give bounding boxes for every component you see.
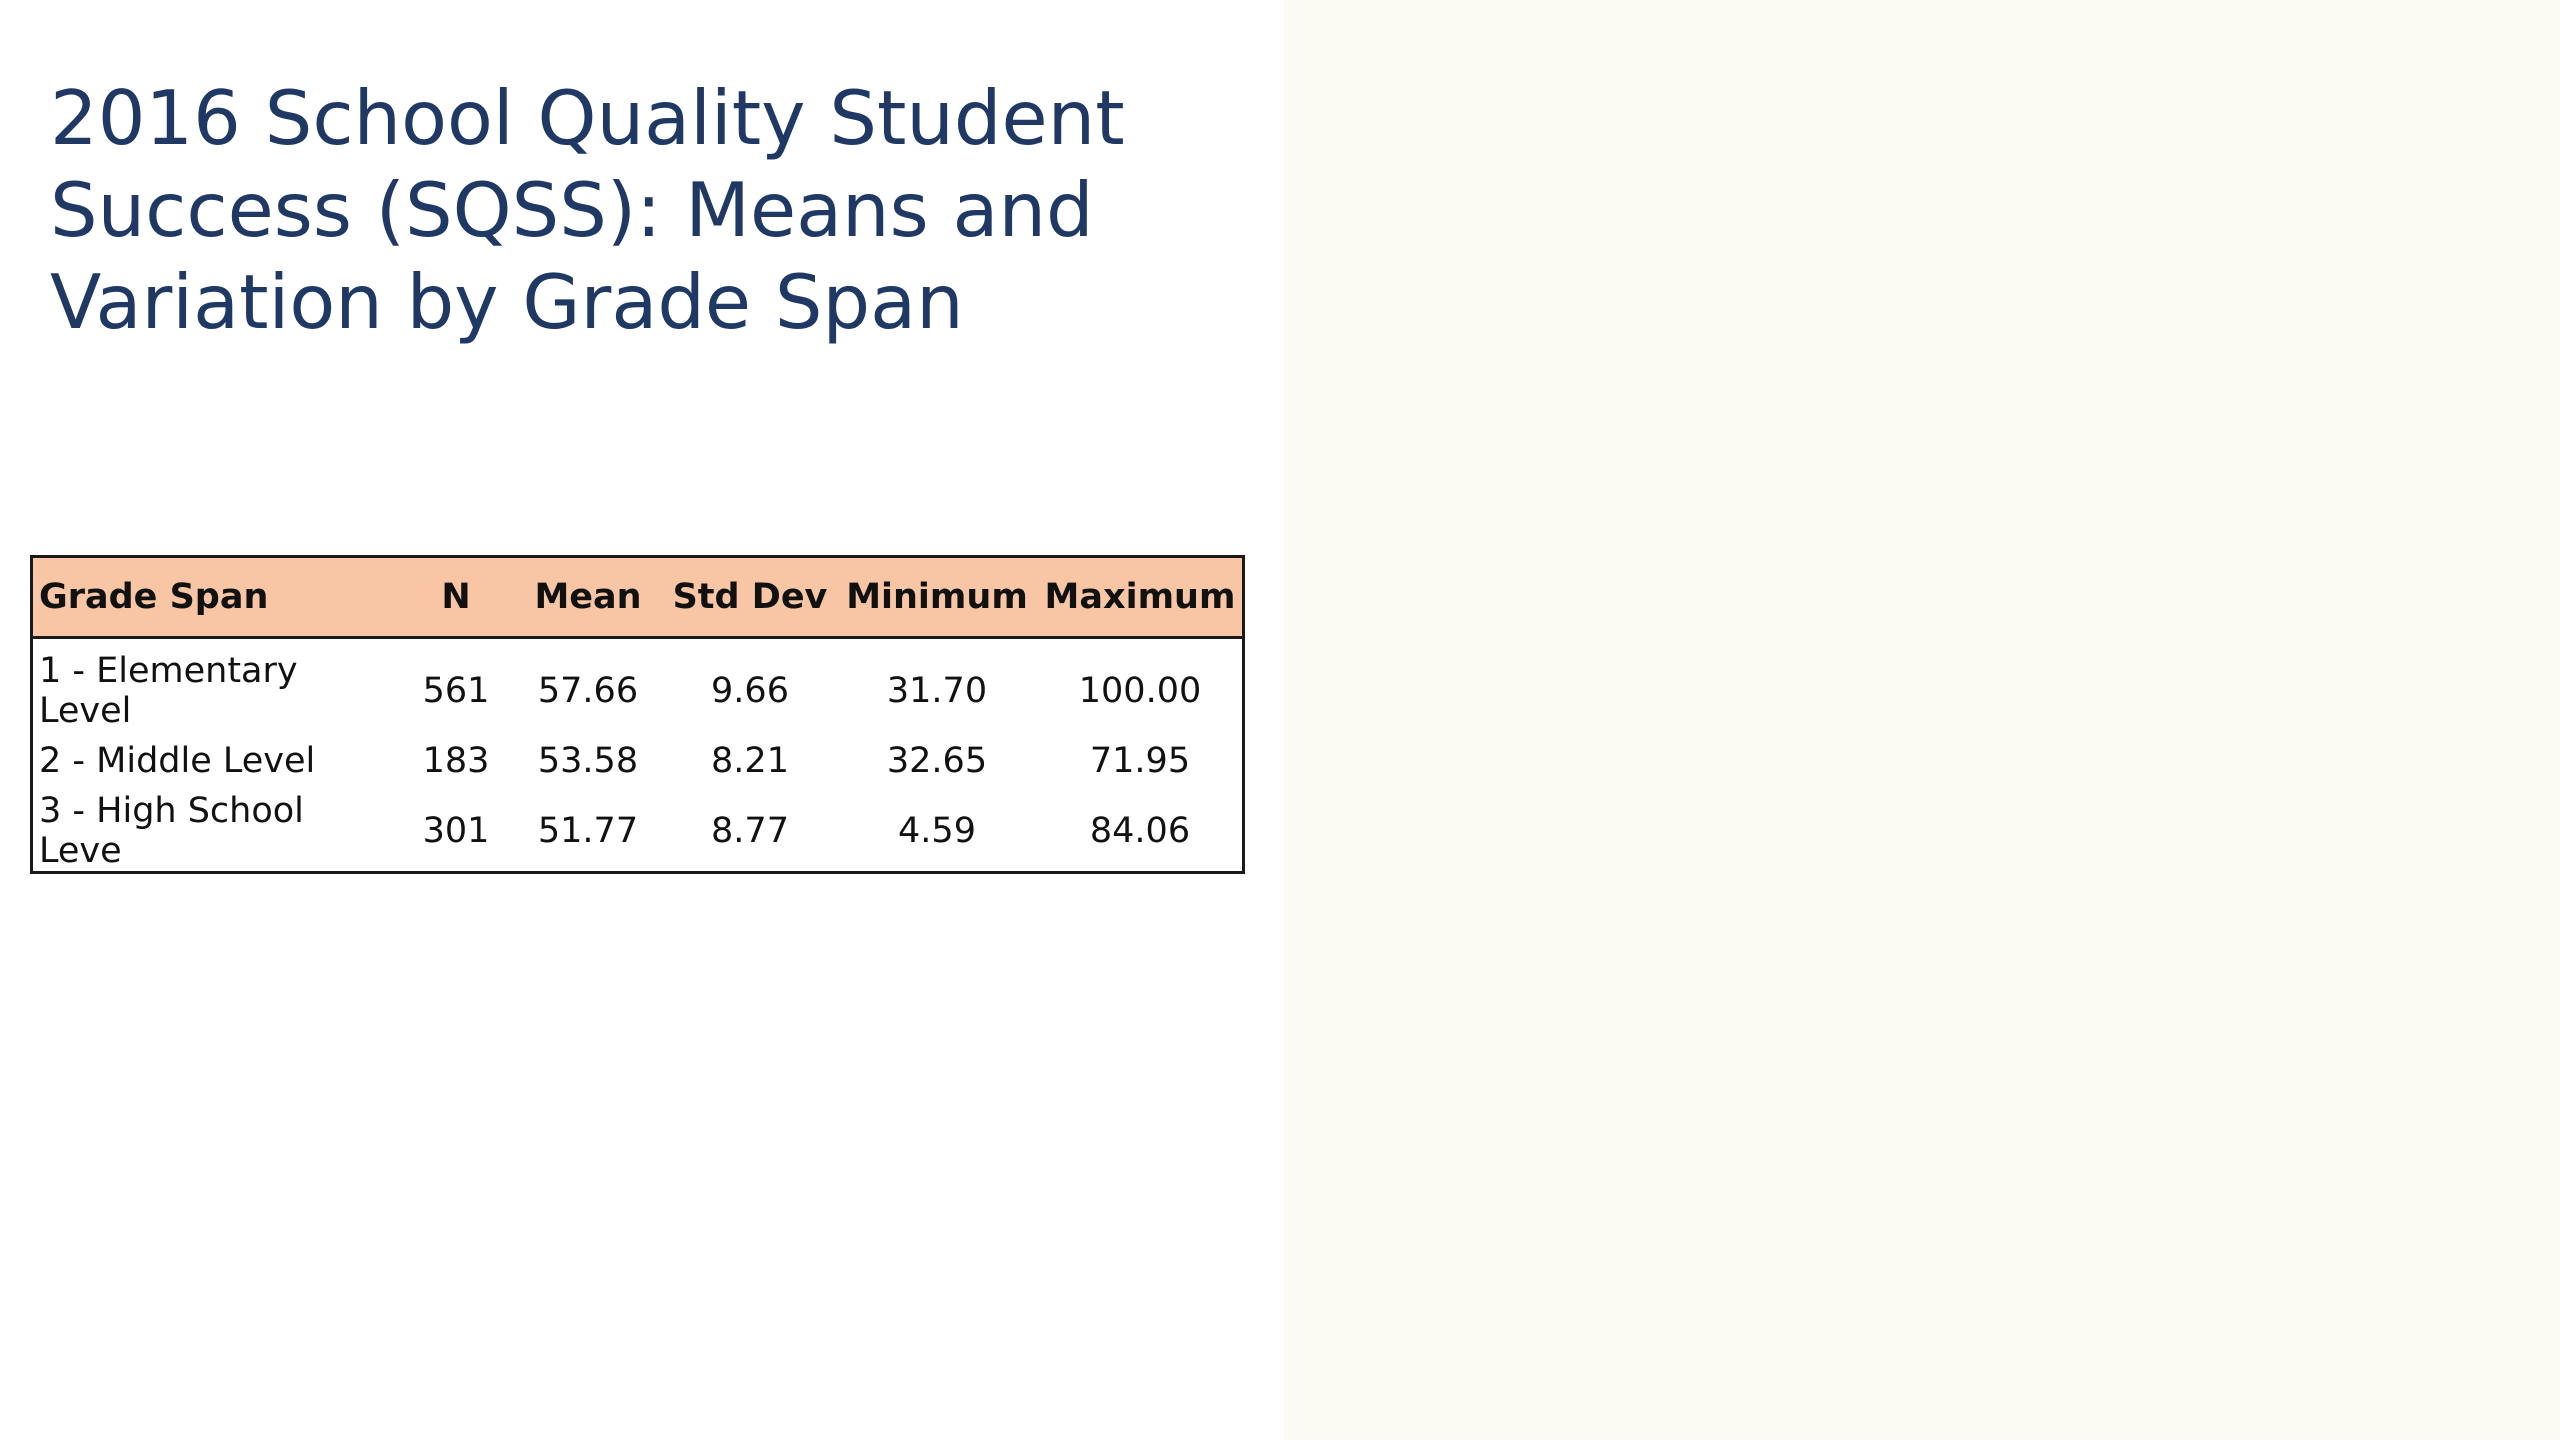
table-header-row: Grade Span N Mean Std Dev Minimum Maximu… xyxy=(31,556,1244,639)
cell-grade-span: 1 - Elementary Level xyxy=(39,651,298,731)
header-std-dev: Std Dev xyxy=(664,556,836,639)
cell-std-dev: 8.21 xyxy=(711,741,789,781)
cell-mean: 51.77 xyxy=(537,811,639,851)
cell-maximum: 71.95 xyxy=(1089,741,1191,781)
header-maximum: Maximum xyxy=(1038,556,1244,639)
cell-minimum: 32.65 xyxy=(886,741,988,781)
stats-table: Grade Span N Mean Std Dev Minimum Maximu… xyxy=(30,555,1245,874)
cell-minimum: 31.70 xyxy=(886,671,988,711)
table-row: 1 - Elementary Level 561 57.66 9.66 31.7… xyxy=(32,638,1244,731)
cell-grade-span: 2 - Middle Level xyxy=(39,741,316,781)
cell-maximum: 100.00 xyxy=(1078,671,1202,711)
cell-std-dev: 9.66 xyxy=(711,671,789,711)
cell-n: 301 xyxy=(422,811,490,851)
cell-std-dev: 8.77 xyxy=(711,811,789,851)
cell-mean: 53.58 xyxy=(537,741,639,781)
slide-title-line-1: 2016 School Quality Student xyxy=(50,74,1125,162)
histogram-chart: 2016 School Quality Student Success Indi… xyxy=(1284,0,2560,1440)
header-grade-span: Grade Span xyxy=(31,556,400,639)
cell-minimum: 4.59 xyxy=(898,811,976,851)
cell-mean: 57.66 xyxy=(537,671,639,711)
cell-n: 561 xyxy=(422,671,490,711)
slide-title: 2016 School Quality Student Success (SQS… xyxy=(50,72,1200,348)
cell-grade-span: 3 - High School Leve xyxy=(39,791,304,871)
cell-n: 183 xyxy=(422,741,490,781)
table-row: 2 - Middle Level 183 53.58 8.21 32.65 71… xyxy=(32,731,1244,791)
header-minimum: Minimum xyxy=(836,556,1038,639)
slide-title-line-3: Variation by Grade Span xyxy=(50,258,964,346)
cell-maximum: 84.06 xyxy=(1089,811,1191,851)
histogram-panel: 2016 School Quality Student Success Indi… xyxy=(1284,0,2560,1440)
slide-title-line-2: Success (SQSS): Means and xyxy=(50,166,1094,254)
table-row: 3 - High School Leve 301 51.77 8.77 4.59… xyxy=(32,791,1244,873)
header-n: N xyxy=(400,556,512,639)
header-mean: Mean xyxy=(512,556,664,639)
